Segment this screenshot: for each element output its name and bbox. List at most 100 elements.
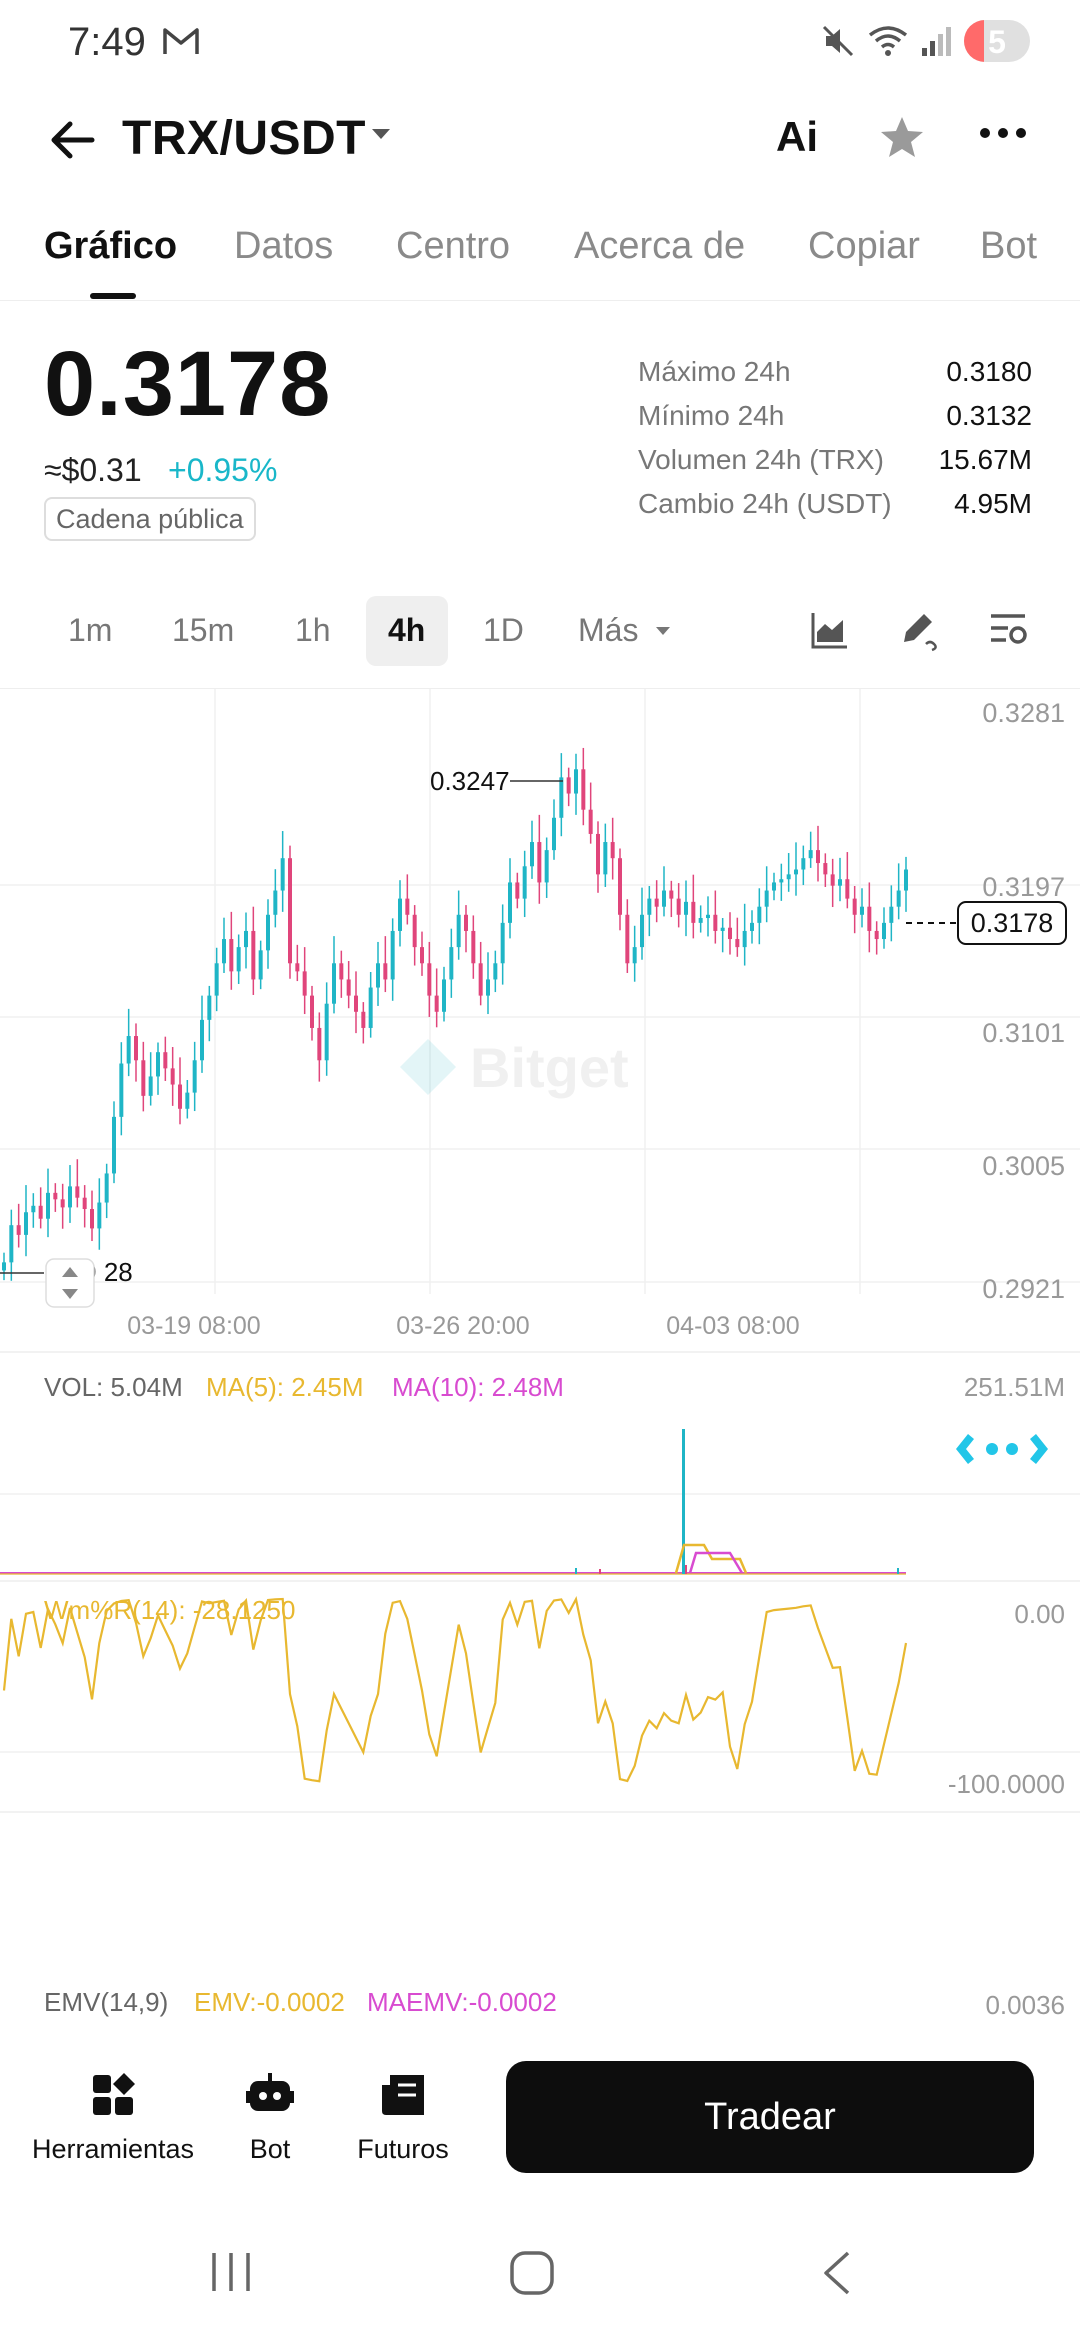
candle-body bbox=[610, 842, 615, 859]
stat-label: Cambio 24h (USDT) bbox=[638, 488, 892, 519]
stat-value: 15.67M bbox=[938, 444, 1032, 475]
chart-area[interactable]: Bitget 0.3281 0.3197 0.3101 0.3005 0.292… bbox=[0, 688, 1080, 2043]
time-axis: 03-19 08:00 03-26 20:00 04-03 08:00 bbox=[127, 1312, 799, 1340]
emv-top: 0.0036 bbox=[985, 1990, 1065, 2020]
chevron-down-icon[interactable] bbox=[655, 626, 671, 636]
tools-button[interactable]: Herramientas bbox=[28, 2073, 198, 2165]
chevron-down-icon[interactable] bbox=[370, 127, 392, 141]
ai-button[interactable]: Ai bbox=[776, 113, 818, 160]
futures-button[interactable]: Futuros bbox=[350, 2073, 456, 2165]
candle-body bbox=[493, 963, 498, 980]
candle-body bbox=[317, 1027, 322, 1061]
candle-body bbox=[53, 1192, 58, 1200]
candle-body bbox=[141, 1060, 146, 1096]
y-tick: 0.3197 bbox=[982, 872, 1065, 902]
candle-body bbox=[427, 963, 432, 996]
interval-15m[interactable]: 15m bbox=[172, 612, 235, 648]
candle-body bbox=[449, 947, 454, 980]
trade-button[interactable]: Tradear bbox=[506, 2061, 1034, 2173]
candle-body bbox=[508, 882, 512, 923]
candle-body bbox=[46, 1192, 50, 1219]
emv-title: EMV(14,9) bbox=[44, 1987, 168, 2017]
signal-icon bbox=[922, 27, 951, 56]
expand-nav-icon[interactable] bbox=[956, 1434, 1048, 1464]
candle-body bbox=[185, 1092, 190, 1109]
tab-bot[interactable]: Bot bbox=[980, 225, 1038, 267]
candle-body bbox=[691, 901, 696, 923]
candle-body bbox=[801, 858, 806, 870]
candle-body bbox=[82, 1197, 87, 1210]
high-marker: 0.3247 bbox=[430, 766, 563, 796]
candle-body bbox=[324, 1003, 329, 1061]
candle-body bbox=[830, 874, 835, 886]
candle-body bbox=[170, 1068, 175, 1085]
candle-body bbox=[713, 914, 718, 931]
y-tick: 0.3281 bbox=[982, 698, 1065, 728]
x-tick: 04-03 08:00 bbox=[666, 1312, 799, 1340]
vol-value: VOL: 5.04M bbox=[44, 1372, 183, 1402]
tab-centro[interactable]: Centro bbox=[396, 225, 511, 267]
star-icon[interactable] bbox=[878, 113, 926, 161]
bot-button[interactable]: Bot bbox=[232, 2073, 308, 2165]
back-nav-icon[interactable] bbox=[818, 2249, 854, 2297]
top-nav: TRX/USDT Ai bbox=[0, 95, 1080, 185]
candle-body bbox=[838, 879, 842, 886]
candle-body bbox=[16, 1225, 21, 1235]
drawing-tool-icon[interactable] bbox=[898, 610, 940, 652]
chart-settings-icon[interactable] bbox=[988, 610, 1028, 650]
tab-acerca-de[interactable]: Acerca de bbox=[574, 225, 746, 267]
kline-chart[interactable]: Bitget 0.3281 0.3197 0.3101 0.3005 0.292… bbox=[0, 689, 1080, 2044]
candle-body bbox=[90, 1209, 94, 1229]
candle-body bbox=[757, 906, 762, 923]
candle-body bbox=[522, 866, 527, 899]
status-bar: 7:49 5 bbox=[0, 0, 1080, 90]
candle-body bbox=[904, 869, 908, 891]
interval-4h[interactable]: 4h bbox=[388, 612, 426, 648]
home-icon[interactable] bbox=[508, 2249, 556, 2297]
candle-body bbox=[339, 963, 344, 980]
emv-value: EMV:-0.0002 bbox=[194, 1987, 345, 2017]
chain-badge[interactable]: Cadena pública bbox=[44, 497, 256, 541]
candle-body bbox=[720, 927, 725, 931]
candle-body bbox=[816, 850, 820, 864]
candle-body bbox=[434, 995, 439, 1012]
wmr-label: Wm%R(14): -28.1250 bbox=[44, 1595, 295, 1625]
tools-icon bbox=[93, 2073, 135, 2115]
interval-1h[interactable]: 1h bbox=[295, 612, 331, 648]
recent-apps-icon[interactable] bbox=[208, 2249, 254, 2295]
candle-body bbox=[251, 930, 256, 980]
candle-body bbox=[823, 863, 828, 875]
candle-body bbox=[383, 963, 388, 980]
candle-body bbox=[148, 1076, 153, 1096]
status-icons: 5 bbox=[820, 20, 1030, 62]
active-tab-indicator bbox=[90, 293, 136, 299]
interval-1m[interactable]: 1m bbox=[68, 612, 113, 648]
candle-body bbox=[464, 914, 468, 931]
scale-handle[interactable] bbox=[45, 1258, 95, 1308]
candle-body bbox=[603, 842, 608, 875]
pair-title[interactable]: TRX/USDT bbox=[122, 112, 366, 165]
candle-body bbox=[288, 858, 292, 964]
stat-value: 0.3132 bbox=[946, 400, 1032, 431]
candle-body bbox=[735, 939, 740, 948]
more-options-icon[interactable] bbox=[978, 125, 1028, 141]
candle-body bbox=[361, 1011, 366, 1028]
chart-type-icon[interactable] bbox=[810, 610, 850, 650]
gmail-icon bbox=[163, 28, 199, 54]
tab-copiar[interactable]: Copiar bbox=[808, 225, 920, 267]
bot-label: Bot bbox=[249, 2134, 291, 2164]
candle-body bbox=[346, 979, 351, 996]
battery-indicator: 5 bbox=[964, 20, 1030, 62]
wmr-top: 0.00 bbox=[1014, 1599, 1065, 1629]
candle-body bbox=[104, 1173, 109, 1203]
candle-body bbox=[647, 898, 652, 915]
tab-grafico[interactable]: Gráfico bbox=[44, 225, 178, 267]
interval-1d[interactable]: 1D bbox=[483, 612, 524, 648]
tab-datos[interactable]: Datos bbox=[234, 225, 334, 267]
candle-body bbox=[794, 869, 798, 875]
candle-body bbox=[456, 914, 461, 948]
candle-body bbox=[442, 979, 446, 1012]
system-nav-bar bbox=[0, 2213, 1080, 2340]
back-arrow-icon[interactable] bbox=[48, 117, 98, 163]
interval-more[interactable]: Más bbox=[578, 612, 639, 648]
